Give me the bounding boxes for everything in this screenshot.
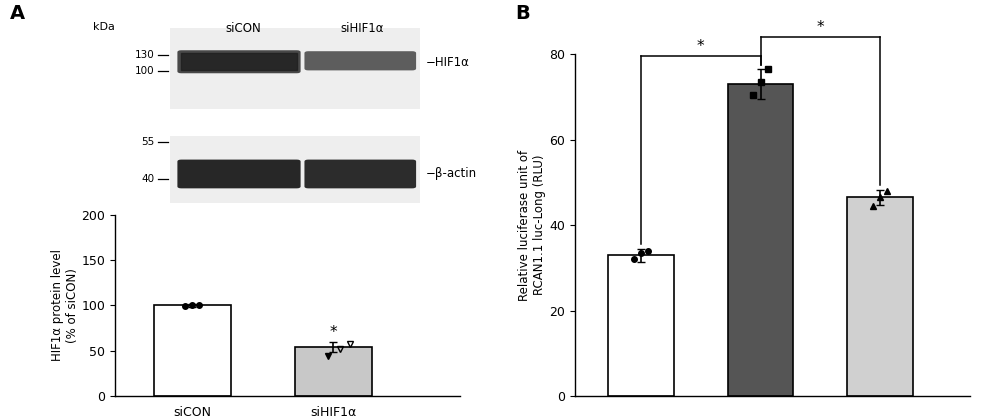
Text: 40: 40 [141, 174, 154, 184]
FancyBboxPatch shape [170, 136, 420, 203]
FancyBboxPatch shape [304, 51, 416, 70]
FancyBboxPatch shape [177, 50, 301, 73]
Text: 55: 55 [141, 137, 154, 147]
Text: −HIF1α: −HIF1α [426, 56, 470, 69]
Bar [847, 197, 913, 396]
Bar [154, 305, 231, 396]
Y-axis label: HIF1α protein level
(% of siCON): HIF1α protein level (% of siCON) [51, 249, 79, 362]
FancyBboxPatch shape [177, 160, 301, 188]
Y-axis label: Relative luciferase unit of
RCAN1.1 luc-Long (RLU): Relative luciferase unit of RCAN1.1 luc-… [518, 150, 546, 301]
Text: siCON: siCON [225, 23, 261, 35]
Text: kDa: kDa [93, 23, 115, 33]
Bar [728, 84, 793, 396]
Text: A: A [10, 4, 25, 23]
Text: *: * [817, 20, 824, 35]
Text: 100: 100 [135, 66, 154, 76]
Text: B: B [515, 4, 530, 23]
Text: 130: 130 [135, 50, 154, 60]
FancyBboxPatch shape [304, 160, 416, 188]
Text: −β-actin: −β-actin [426, 168, 477, 181]
Text: siHIF1α: siHIF1α [340, 23, 384, 35]
Text: *: * [697, 39, 704, 54]
Bar [608, 255, 674, 396]
Text: *: * [329, 325, 337, 340]
FancyBboxPatch shape [170, 28, 420, 109]
Bar [295, 347, 372, 396]
